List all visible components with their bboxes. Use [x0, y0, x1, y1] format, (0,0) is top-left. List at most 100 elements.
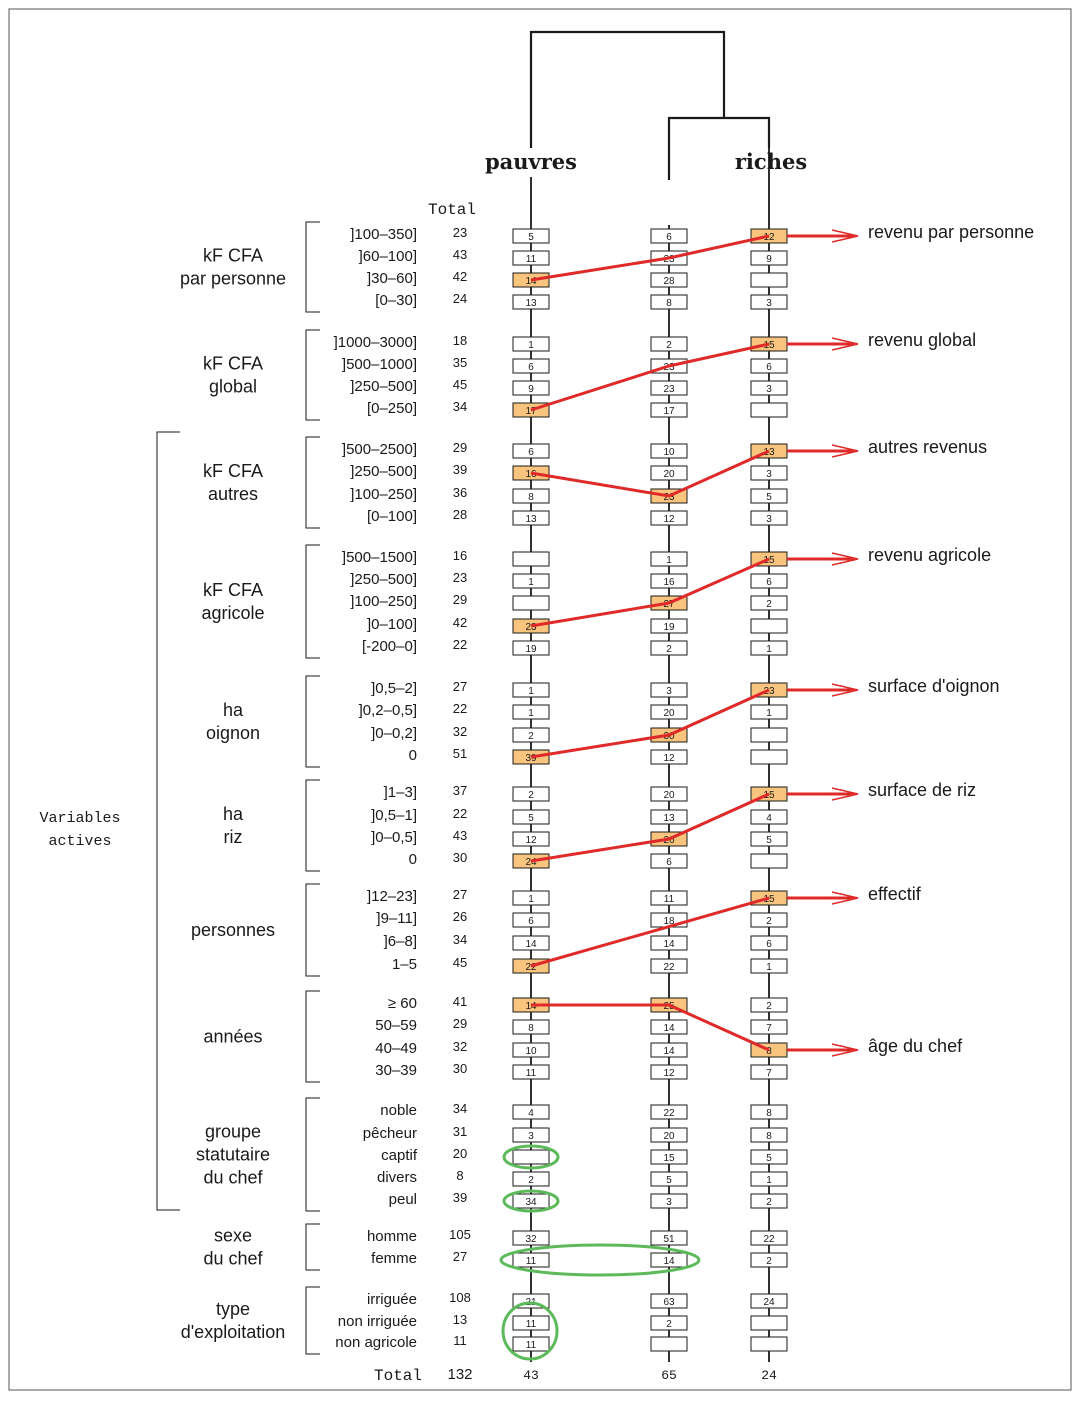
cell-value: 6 [528, 447, 534, 458]
cell: 16 [650, 573, 688, 589]
group-bracket-revpp [305, 221, 320, 313]
group-title-revglob: global [209, 377, 257, 397]
cell: 11 [512, 1315, 550, 1331]
cell-value: 39 [525, 753, 537, 764]
cell-value: 10 [525, 1046, 537, 1057]
cell-box [650, 272, 688, 288]
cell-value: 19 [663, 622, 675, 633]
row-total: 32 [453, 1039, 467, 1054]
cell-value: 7 [766, 1068, 772, 1079]
cell: 10 [650, 443, 688, 459]
row-label: ]1000–3000] [334, 334, 417, 351]
cell-value: 63 [663, 1297, 675, 1308]
trend-line-riz [530, 792, 770, 863]
row-total: 34 [453, 399, 467, 414]
cell: 12 [512, 831, 550, 847]
group-title-groupe: statutaire [196, 1145, 270, 1165]
outcome-arrow [787, 444, 859, 458]
cell-value: 22 [663, 962, 675, 973]
cell-box [650, 853, 688, 869]
cell-value: 11 [526, 1068, 537, 1079]
group-title-riz: ha [223, 804, 244, 824]
row-label: 30–39 [375, 1062, 417, 1079]
cell-box [650, 1127, 688, 1143]
cell-value: 2 [766, 916, 772, 927]
cell-box [650, 294, 688, 310]
row-total: 108 [449, 1290, 471, 1305]
cell-value: 23 [525, 622, 537, 633]
cell-box [650, 1042, 688, 1058]
row-label: ]250–500] [350, 571, 417, 588]
cell: 1 [650, 551, 688, 567]
cell-box [650, 1149, 688, 1165]
column-total-riches: 24 [761, 1368, 777, 1383]
cell: 3 [750, 380, 788, 396]
cell-value: 2 [528, 1175, 534, 1186]
cell [512, 1149, 550, 1165]
cell-value: 6 [666, 232, 672, 243]
row-total: 26 [453, 909, 467, 924]
cell-value: 8 [666, 298, 672, 309]
cell-box [750, 749, 788, 765]
row-total: 13 [453, 1312, 467, 1327]
row-label: [0–100] [367, 508, 417, 525]
cell: 4 [750, 809, 788, 825]
cell-value: 14 [663, 1023, 675, 1034]
cell-box [512, 551, 550, 567]
cell-box [512, 1127, 550, 1143]
cell-box [750, 1293, 788, 1309]
header-pauvres: pauvres [485, 149, 577, 174]
header-riches: riches [735, 149, 807, 174]
cell-value: 7 [766, 1023, 772, 1034]
cell-value: 1 [766, 962, 772, 973]
cell: 19 [512, 640, 550, 656]
cell-value: 8 [528, 1023, 534, 1034]
row-label: divers [377, 1169, 417, 1186]
row-label: femme [371, 1250, 417, 1267]
cell-box [512, 704, 550, 720]
cell-value: 22 [763, 1234, 775, 1245]
cell-box [512, 1171, 550, 1187]
cell-value: 3 [666, 1197, 672, 1208]
trend-line-oignon [530, 688, 770, 759]
cell-box [650, 1293, 688, 1309]
cell: 22 [650, 958, 688, 974]
group-title-groupe: groupe [205, 1122, 261, 1142]
cell: 6 [750, 358, 788, 374]
cell-box [750, 727, 788, 743]
cell [750, 853, 788, 869]
row-total: 8 [456, 1168, 463, 1183]
cell-value: 13 [525, 514, 537, 525]
row-label: ]60–100] [359, 248, 417, 265]
row-total: 27 [453, 679, 467, 694]
outcome-arrow [787, 229, 859, 243]
cell: 1 [512, 704, 550, 720]
cell-value: 23 [663, 254, 675, 265]
cell-value: 24 [763, 1297, 775, 1308]
group-title-oignon: ha [223, 700, 244, 720]
row-label: ]0–0,2] [371, 725, 417, 742]
cell-box [750, 380, 788, 396]
row-label: ]100–350] [350, 226, 417, 243]
cell-value: 8 [766, 1108, 772, 1119]
cell-value: 15 [763, 894, 775, 905]
cell-box [650, 336, 688, 352]
cell-box [750, 272, 788, 288]
row-label: ]0,5–2] [371, 680, 417, 697]
cell-value: 11 [526, 254, 537, 265]
cell-value: 17 [663, 406, 675, 417]
group-title-personnes: personnes [191, 920, 275, 940]
group-bracket-personnes [305, 883, 320, 977]
cell: 5 [650, 1171, 688, 1187]
cell-value: 11 [526, 1319, 537, 1330]
cell: 8 [512, 488, 550, 504]
cell-value: 3 [666, 686, 672, 697]
cell: 1 [750, 640, 788, 656]
cell: 10 [512, 1042, 550, 1058]
cell: 24 [750, 1293, 788, 1309]
cell: 5 [750, 1149, 788, 1165]
cell-box [650, 1315, 688, 1331]
group-brackets [305, 221, 320, 1355]
cell-box [650, 510, 688, 526]
